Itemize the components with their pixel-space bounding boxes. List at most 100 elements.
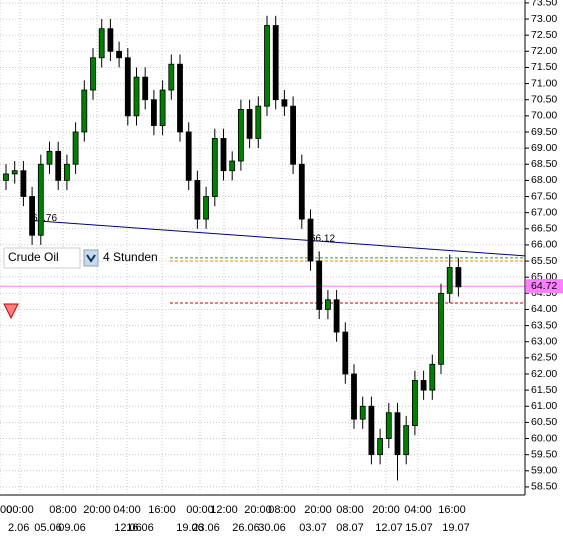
x-date-label: 15.07 <box>405 522 433 534</box>
x-date-label: 12.06 <box>114 522 142 534</box>
x-time-label: 20:00 <box>372 504 400 516</box>
timeframe-label[interactable]: 4 Stunden <box>103 250 158 264</box>
candle-body <box>142 76 149 101</box>
candle-body <box>185 131 192 181</box>
candle-body <box>150 99 157 126</box>
x-time-label: 00:00 <box>6 504 34 516</box>
toolbar: Crude Oil 4 Stunden <box>3 247 158 269</box>
x-time-label: 00 <box>0 504 12 516</box>
x-time-label: 16:00 <box>438 504 466 516</box>
y-tick-label: 62.50 <box>531 352 557 364</box>
dropdown-arrow[interactable] <box>83 249 99 267</box>
plot-area: 66.76 66.12 <box>0 0 526 495</box>
x-date-label: 19.07 <box>442 522 470 534</box>
y-tick-label: 58.50 <box>531 481 557 493</box>
candle-body <box>264 25 270 107</box>
candle-body <box>324 299 331 310</box>
x-time-label: 20:00 <box>83 504 111 516</box>
x-date-label: 16.06 <box>126 522 154 534</box>
candle-body <box>403 425 410 456</box>
y-tick-label: 70.50 <box>531 93 557 105</box>
candle-body <box>377 438 384 456</box>
candle-body <box>368 405 375 456</box>
y-tick-label: 65.50 <box>531 255 557 267</box>
y-tick-label: 61.00 <box>531 400 557 412</box>
candle-body <box>351 373 357 420</box>
alert-marker <box>3 303 19 320</box>
y-tick-label: 64.00 <box>531 303 557 315</box>
x-date-label: 12.07 <box>375 522 403 534</box>
price-label: 64.72 <box>531 280 557 292</box>
candle-body <box>446 267 453 294</box>
candle-body <box>37 163 44 236</box>
candle-body <box>124 57 131 117</box>
x-date-label: 19.06 <box>176 522 204 534</box>
x-date-label: 26.06 <box>232 522 260 534</box>
candle-body <box>438 292 444 365</box>
arrow-icon <box>86 254 96 263</box>
x-time-label: 16:00 <box>148 504 176 516</box>
y-tick-label: 63.00 <box>531 336 557 348</box>
candle-body <box>359 405 366 420</box>
y-tick-label: 60.00 <box>531 432 557 444</box>
candle-body <box>98 28 105 59</box>
candle-body <box>429 363 436 391</box>
y-tick-label: 61.50 <box>531 384 557 396</box>
candle-body <box>272 25 279 101</box>
candle-body <box>177 63 183 133</box>
candle-body <box>246 108 253 139</box>
candle-body <box>55 150 62 181</box>
candle-body <box>237 108 244 162</box>
trendline <box>29 219 526 257</box>
x-date-label: 08.07 <box>336 522 364 534</box>
candle-body <box>29 196 36 236</box>
candle-body <box>298 163 305 220</box>
candle-body <box>411 380 418 427</box>
y-tick-label: 71.50 <box>531 61 557 73</box>
candle-body <box>290 105 297 165</box>
y-tick-label: 59.50 <box>531 448 557 460</box>
symbol-select[interactable] <box>3 247 81 269</box>
trendline-label: 66.12 <box>310 234 335 245</box>
y-tick-label: 72.50 <box>531 29 557 41</box>
candle-body <box>107 28 114 52</box>
y-tick-label: 69.00 <box>531 142 557 154</box>
candle-body <box>3 173 9 181</box>
x-time-label: 20:00 <box>304 504 332 516</box>
candle-body <box>159 89 166 126</box>
candle-body <box>229 160 236 172</box>
x-date-label: 23.06 <box>192 522 220 534</box>
x-date-label: 09.06 <box>58 522 86 534</box>
trendline-label: 66.76 <box>32 213 57 224</box>
candle-body <box>394 412 401 456</box>
candle-body <box>194 179 201 220</box>
candle-body <box>307 218 314 262</box>
y-tick-label: 69.50 <box>531 126 557 138</box>
candle-body <box>90 57 96 91</box>
candle-body <box>316 260 323 310</box>
y-tick-label: 63.50 <box>531 319 557 331</box>
x-time-label: 08:00 <box>336 504 364 516</box>
y-tick-label: 67.00 <box>531 206 557 218</box>
y-tick-label: 71.00 <box>531 77 557 89</box>
candle-body <box>220 138 227 172</box>
candle-body <box>333 299 340 333</box>
x-time-label: 04:00 <box>404 504 432 516</box>
y-tick-label: 73.50 <box>531 0 557 9</box>
candle-body <box>64 163 70 181</box>
x-time-label: 12:00 <box>210 504 238 516</box>
y-tick-label: 62.00 <box>531 368 557 380</box>
y-tick-label: 60.50 <box>531 416 557 428</box>
y-tick-label: 68.00 <box>531 174 557 186</box>
candle-body <box>420 380 427 391</box>
x-date-label: 2.06 <box>8 522 29 534</box>
candle-body <box>281 99 288 107</box>
candle-body <box>203 196 210 220</box>
y-tick-label: 66.00 <box>531 239 557 251</box>
x-time-label: 00:00 <box>186 504 214 516</box>
y-tick-label: 73.00 <box>531 13 557 25</box>
y-tick-label: 68.50 <box>531 158 557 170</box>
symbol-label: Crude Oil <box>8 250 59 264</box>
candle-body <box>385 412 392 439</box>
